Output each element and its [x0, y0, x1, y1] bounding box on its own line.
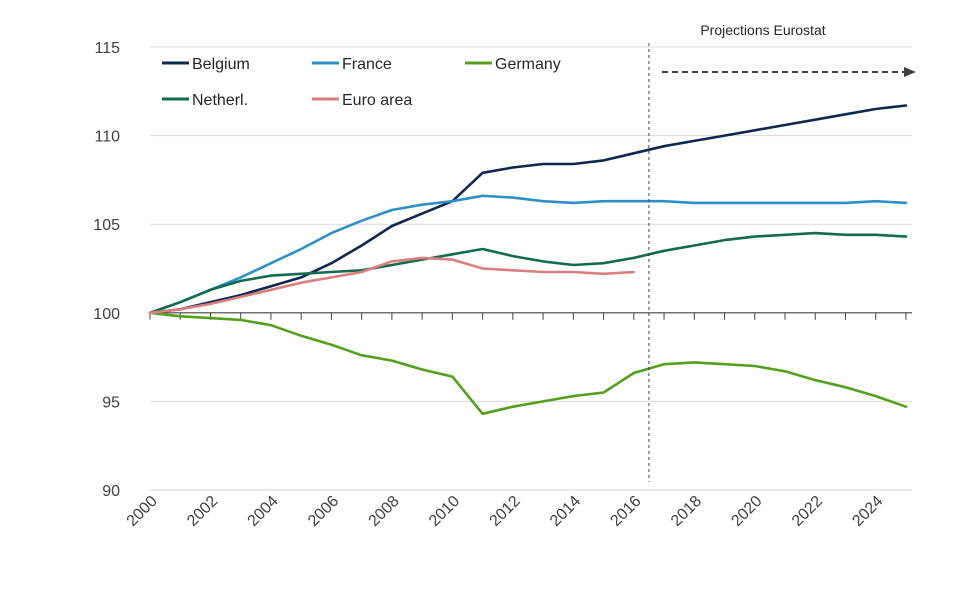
x-tick-label: 2004: [245, 493, 282, 530]
y-tick-label: 90: [102, 483, 120, 500]
projection-label: Projections Eurostat: [700, 22, 825, 38]
x-tick-label: 2024: [849, 493, 886, 530]
x-tick-label: 2010: [426, 493, 463, 530]
legend-label: France: [342, 56, 392, 73]
x-tick-label: 2016: [607, 493, 644, 530]
legend-label: Netherl.: [192, 92, 248, 109]
series-lines: [148, 104, 908, 416]
x-tick-label: 2008: [366, 493, 403, 530]
y-tick-label: 115: [94, 40, 120, 57]
x-tick-label: 2020: [728, 493, 765, 530]
legend-label: Germany: [495, 56, 561, 73]
y-tick-label: 105: [93, 217, 120, 234]
x-tick-label: 2000: [124, 493, 161, 530]
gridlines: [150, 46, 912, 491]
y-tick-label: 100: [93, 306, 120, 323]
x-tick-label: 2012: [486, 493, 523, 530]
projection-arrow-head: [904, 67, 916, 77]
x-axis: 2000 2002 2004 2006 2008 2010 2012 2014 2016 2018…: [124, 312, 907, 530]
x-tick-label: 2018: [668, 493, 705, 530]
x-tick-label: 2006: [305, 493, 342, 530]
legend-label: Belgium: [192, 56, 250, 73]
series-line-netherl: [148, 231, 908, 315]
y-tick-label: 110: [94, 129, 120, 146]
x-tick-label: 2022: [789, 493, 826, 530]
y-axis: 90 95 100 105 110 115: [93, 40, 120, 500]
series-line-germany: [148, 311, 908, 416]
x-tick-label: 2002: [184, 493, 221, 530]
projection-annotation: Projections Eurostat: [662, 22, 916, 77]
series-line-france: [148, 194, 908, 315]
y-tick-label: 95: [102, 394, 120, 411]
series-line-euro-area: [148, 256, 636, 315]
x-tick-label: 2014: [547, 493, 584, 530]
legend-label: Euro area: [342, 92, 412, 109]
legend: Belgium France Germany Netherl. Euro area: [162, 56, 561, 109]
series-line-belgium: [148, 104, 908, 315]
